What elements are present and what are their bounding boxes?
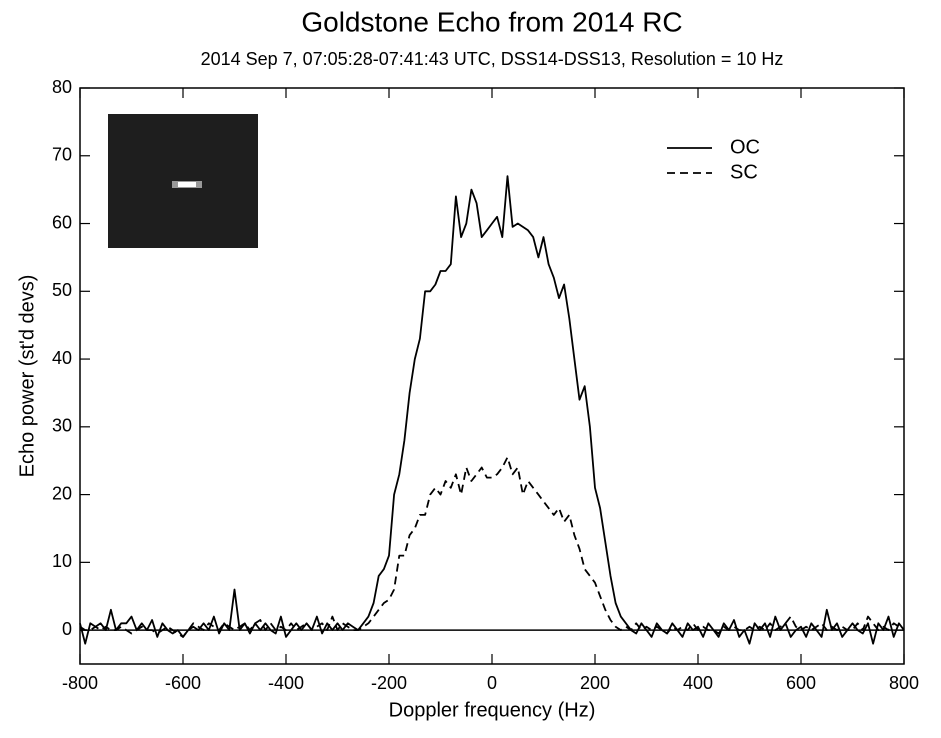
y-tick-label: 40 — [52, 348, 72, 368]
y-tick-label: 60 — [52, 212, 72, 232]
inset-echo-core — [178, 182, 196, 187]
legend-label: OC — [730, 136, 760, 158]
chart-subtitle: 2014 Sep 7, 07:05:28-07:41:43 UTC, DSS14… — [201, 49, 784, 69]
legend-label: SC — [730, 161, 758, 183]
x-tick-label: -600 — [165, 673, 201, 693]
x-tick-label: 600 — [786, 673, 816, 693]
chart-title: Goldstone Echo from 2014 RC — [301, 6, 682, 37]
series-line — [79, 175, 905, 645]
x-axis-label: Doppler frequency (Hz) — [389, 699, 596, 721]
y-tick-label: 20 — [52, 483, 72, 503]
x-tick-label: -800 — [62, 673, 98, 693]
inset-image — [108, 114, 258, 248]
x-tick-label: -400 — [268, 673, 304, 693]
y-tick-label: 70 — [52, 145, 72, 165]
y-axis-label: Echo power (st'd devs) — [16, 275, 38, 478]
x-tick-label: 0 — [487, 673, 497, 693]
x-tick-label: 200 — [580, 673, 610, 693]
y-tick-label: 10 — [52, 551, 72, 571]
x-tick-label: 400 — [683, 673, 713, 693]
y-tick-label: 30 — [52, 416, 72, 436]
x-tick-label: -200 — [371, 673, 407, 693]
y-tick-label: 50 — [52, 280, 72, 300]
series-line — [79, 456, 905, 638]
y-tick-label: 80 — [52, 77, 72, 97]
y-tick-label: 0 — [62, 619, 72, 639]
x-tick-label: 800 — [889, 673, 919, 693]
